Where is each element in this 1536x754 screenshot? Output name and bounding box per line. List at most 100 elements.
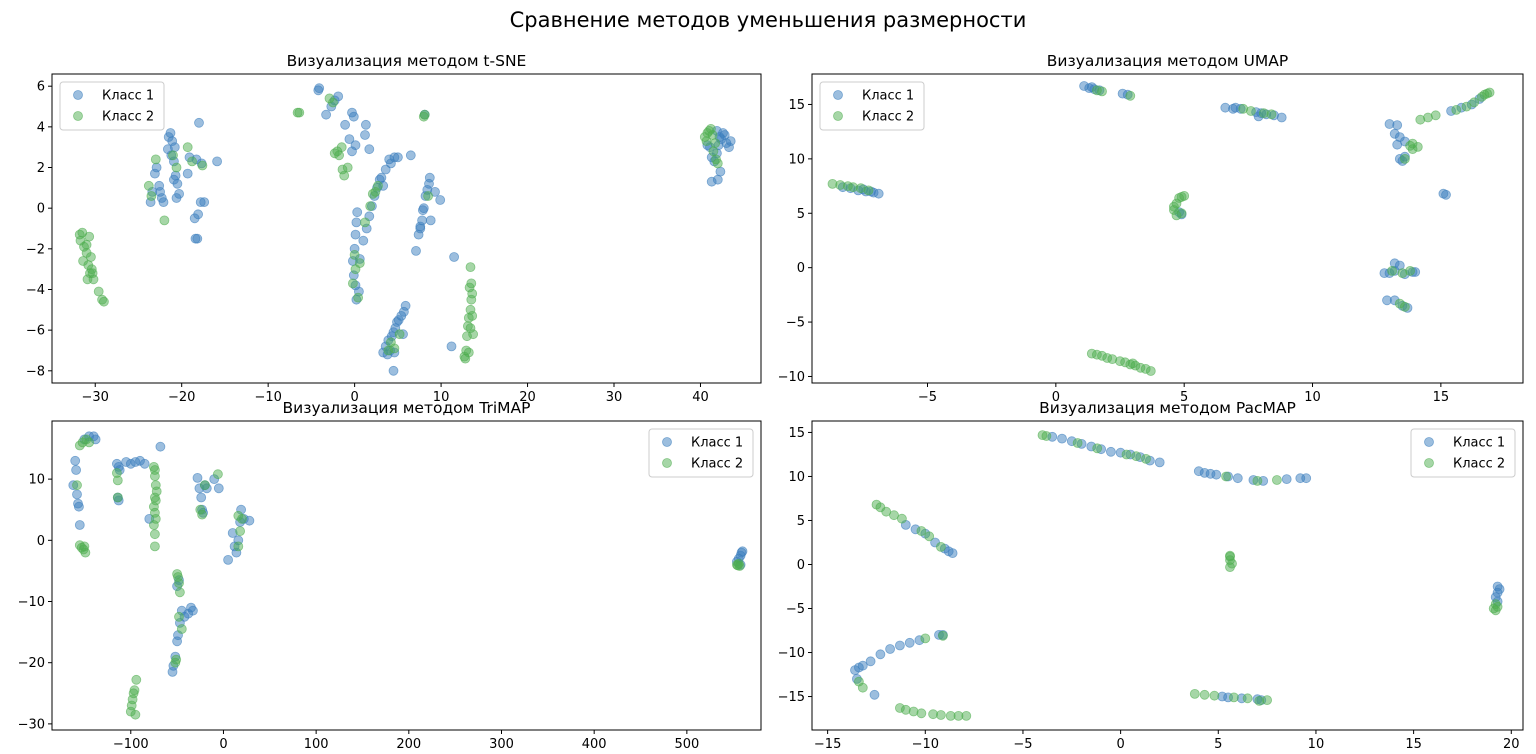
y-tick-label: 15 bbox=[788, 426, 805, 441]
point-class-2 bbox=[423, 191, 434, 201]
point-class-1 bbox=[392, 152, 403, 163]
scatter-panel-3: −100 0 100 200 300 400 500−30−20−10010Визуализ… bbox=[18, 399, 762, 752]
point-class-2 bbox=[701, 136, 712, 147]
point-class-2 bbox=[857, 682, 868, 693]
legend-box bbox=[648, 428, 754, 478]
point-class-2 bbox=[704, 125, 714, 136]
point-class-2 bbox=[1252, 475, 1263, 486]
point-class-1 bbox=[192, 472, 203, 483]
point-class-2 bbox=[86, 252, 96, 262]
point-class-1 bbox=[340, 119, 351, 130]
legend-marker-class-2 bbox=[1424, 458, 1434, 468]
y-tick-label: −30 bbox=[18, 717, 45, 732]
y-tick-label: 4 bbox=[37, 120, 45, 135]
point-class-1 bbox=[388, 365, 399, 376]
point-class-2 bbox=[389, 343, 400, 354]
point-class-2 bbox=[81, 239, 92, 250]
x-tick-label: 20 bbox=[519, 390, 536, 405]
scatter-panel-2: −5 0 5 10 15 −10 −5 0 5 10 15 Визуализация методом … bbox=[778, 52, 1524, 405]
point-class-2 bbox=[129, 685, 140, 696]
point-class-2 bbox=[1400, 301, 1410, 312]
point-class-2 bbox=[187, 156, 198, 167]
point-class-1 bbox=[446, 341, 457, 352]
legend-marker-class-2 bbox=[662, 458, 672, 468]
point-class-1 bbox=[187, 605, 198, 616]
point-class-2 bbox=[1041, 431, 1052, 441]
point-class-2 bbox=[1209, 690, 1220, 701]
chart-title: Визуализация методом PacMAP bbox=[1039, 399, 1296, 417]
point-class-1 bbox=[212, 156, 223, 167]
point-class-2 bbox=[235, 526, 246, 536]
point-class-1 bbox=[171, 193, 182, 203]
point-class-1 bbox=[360, 130, 370, 140]
point-class-2 bbox=[897, 513, 907, 524]
point-class-2 bbox=[1121, 449, 1132, 460]
point-class-1 bbox=[417, 215, 428, 226]
point-class-1 bbox=[364, 144, 375, 155]
point-class-1 bbox=[1211, 469, 1222, 480]
point-class-2 bbox=[467, 310, 478, 321]
point-class-2 bbox=[1225, 550, 1235, 561]
point-class-2 bbox=[149, 471, 160, 482]
point-class-2 bbox=[182, 142, 193, 153]
x-tick-label: 0 bbox=[1052, 390, 1060, 405]
point-class-2 bbox=[1387, 265, 1397, 276]
point-class-2 bbox=[373, 180, 383, 191]
point-class-1 bbox=[74, 520, 85, 530]
y-tick-label: 10 bbox=[28, 473, 45, 488]
point-class-1 bbox=[158, 197, 169, 208]
y-tick-label: 5 bbox=[797, 514, 805, 529]
point-class-1 bbox=[400, 300, 411, 311]
point-class-2 bbox=[112, 475, 123, 486]
point-class-1 bbox=[1281, 474, 1292, 485]
legend: Класс 1 Класс 2 bbox=[1410, 428, 1516, 478]
y-tick-label: −4 bbox=[26, 283, 45, 298]
point-class-1 bbox=[904, 637, 915, 648]
point-class-2 bbox=[176, 624, 187, 634]
point-class-2 bbox=[1225, 562, 1235, 572]
point-class-1 bbox=[223, 555, 234, 565]
point-class-1 bbox=[947, 548, 958, 558]
legend-marker-class-1 bbox=[73, 90, 83, 100]
point-class-1 bbox=[405, 150, 416, 161]
legend-label-class-1: Класс 1 bbox=[1453, 436, 1505, 451]
point-class-2 bbox=[466, 278, 477, 289]
point-class-2 bbox=[197, 509, 208, 520]
point-class-2 bbox=[143, 180, 154, 191]
point-class-2 bbox=[336, 142, 347, 153]
point-class-2 bbox=[1125, 90, 1136, 101]
point-class-2 bbox=[468, 329, 479, 340]
point-class-2 bbox=[1400, 153, 1410, 164]
point-class-2 bbox=[460, 353, 471, 364]
point-class-2 bbox=[419, 109, 430, 120]
point-class-1 bbox=[1232, 473, 1243, 484]
y-tick-label: 6 bbox=[37, 80, 45, 95]
legend-marker-class-1 bbox=[662, 437, 672, 447]
x-tick-label: −30 bbox=[82, 390, 109, 405]
point-class-2 bbox=[708, 146, 719, 157]
x-tick-label: 100 bbox=[304, 737, 329, 752]
point-class-1 bbox=[194, 117, 204, 128]
point-class-1 bbox=[314, 83, 325, 94]
point-class-1 bbox=[1301, 473, 1312, 484]
legend-marker-class-2 bbox=[73, 111, 83, 121]
x-tick-label: 40 bbox=[692, 390, 709, 405]
point-class-1 bbox=[151, 162, 162, 173]
point-class-2 bbox=[233, 541, 244, 552]
point-class-2 bbox=[712, 158, 723, 169]
point-class-2 bbox=[916, 526, 927, 536]
legend-label-class-1: Класс 1 bbox=[102, 89, 154, 104]
point-class-1 bbox=[347, 146, 357, 157]
point-class-1 bbox=[168, 174, 179, 185]
point-class-1 bbox=[165, 128, 176, 138]
point-class-2 bbox=[87, 268, 98, 279]
point-class-1 bbox=[1276, 112, 1287, 123]
point-class-2 bbox=[174, 611, 184, 622]
point-class-2 bbox=[328, 97, 338, 108]
legend-label-class-2: Класс 2 bbox=[691, 457, 743, 472]
point-class-2 bbox=[394, 329, 405, 340]
point-class-1 bbox=[418, 203, 429, 214]
point-class-2 bbox=[1221, 471, 1231, 482]
point-class-2 bbox=[79, 541, 90, 552]
point-class-2 bbox=[1266, 109, 1277, 120]
